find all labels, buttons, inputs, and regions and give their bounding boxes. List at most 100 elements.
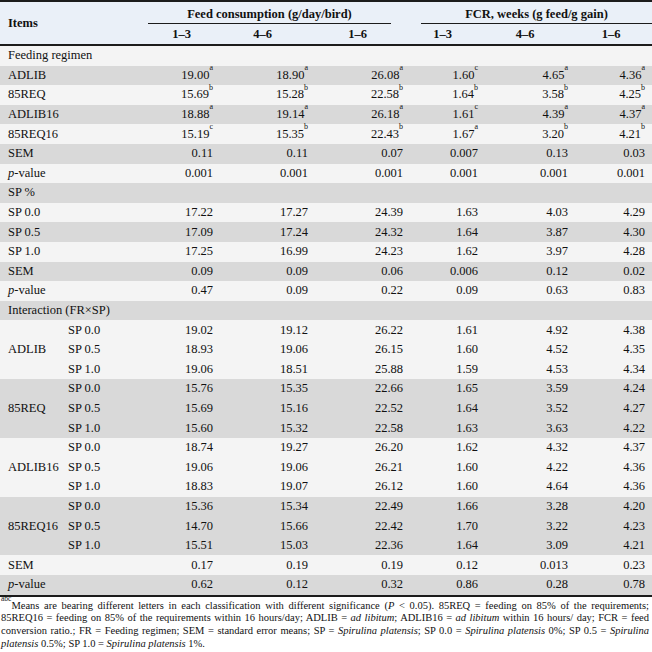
subcol-fcr-1-6: 1–6	[570, 27, 652, 42]
value-cell: 15.76	[148, 381, 215, 396]
subcol-fc-4-6: 4–6	[215, 27, 310, 42]
value-cell: 24.23	[310, 244, 405, 259]
table-row: 85REQSP 0.515.6915.1622.521.643.524.27	[0, 399, 652, 419]
value-cell: 18.93	[148, 342, 215, 357]
value-cell: 0.83	[570, 283, 652, 298]
table-row: SP 1.015.5115.0322.361.643.094.21	[0, 536, 652, 556]
value-cell: 15.32	[215, 421, 310, 436]
value-cell: 4.92	[480, 323, 570, 338]
value-cell: 1.64	[405, 538, 480, 553]
value-cell: 4.36	[570, 460, 652, 475]
significance-letter: a	[564, 63, 568, 72]
value-cell: 4.24	[570, 381, 652, 396]
value-cell: 15.51	[148, 538, 215, 553]
table-footnote: abcMeans are bearing different letters i…	[0, 597, 652, 651]
table-header: Items Feed consumption (g/day/bird) FCR,…	[0, 0, 652, 46]
value-cell: 1.64	[405, 225, 480, 240]
value-cell: 19.27	[215, 440, 310, 455]
value-cell: 22.58b	[310, 87, 405, 102]
value-cell: 19.07	[215, 479, 310, 494]
row-label: SP 0.0	[0, 499, 148, 514]
significance-letter: a	[209, 102, 213, 111]
value-cell: 1.67a	[405, 127, 480, 142]
value-cell: 15.19c	[148, 127, 215, 142]
value-cell: 4.29	[570, 205, 652, 220]
footnote-italic-term: ad libitum	[351, 612, 395, 623]
value-cell: 0.001	[480, 166, 570, 181]
factor-group-label: 85REQ	[8, 401, 68, 416]
significance-letter: b	[641, 122, 645, 131]
significance-letter: b	[399, 122, 403, 131]
value-cell: 3.97	[480, 244, 570, 259]
column-group-feed-consumption: Feed consumption (g/day/bird)	[148, 2, 391, 24]
value-cell: 1.61	[405, 323, 480, 338]
value-cell: 15.36	[148, 499, 215, 514]
subcol-fc-1-6: 1–6	[310, 27, 405, 42]
value-cell: 15.69	[148, 401, 215, 416]
value-cell: 0.12	[480, 264, 570, 279]
value-cell: 0.09	[215, 264, 310, 279]
table-row: ADLIB1618.88a19.14a26.18a1.61c4.39a4.37a	[0, 105, 652, 125]
value-cell: 22.36	[310, 538, 405, 553]
value-cell: 22.43b	[310, 127, 405, 142]
value-cell: 3.22	[480, 519, 570, 534]
significance-letter: b	[399, 83, 403, 92]
value-cell: 19.00a	[148, 68, 215, 83]
value-cell: 17.24	[215, 225, 310, 240]
value-cell: 4.64	[480, 479, 570, 494]
factor-group-label: ADLIB16	[8, 460, 68, 475]
significance-letter: a	[209, 63, 213, 72]
row-label: SEM	[0, 558, 148, 573]
value-cell: 0.86	[405, 577, 480, 592]
value-cell: 22.58	[310, 421, 405, 436]
value-cell: 15.66	[215, 519, 310, 534]
value-cell: 15.16	[215, 401, 310, 416]
value-cell: 19.06	[148, 362, 215, 377]
value-cell: 22.52	[310, 401, 405, 416]
value-cell: 0.09	[215, 283, 310, 298]
factor-group-label: 85REQ16	[8, 519, 68, 534]
value-cell: 3.09	[480, 538, 570, 553]
value-cell: 0.001	[405, 166, 480, 181]
value-cell: 22.66	[310, 381, 405, 396]
value-cell: 0.32	[310, 577, 405, 592]
value-cell: 15.34	[215, 499, 310, 514]
value-cell: 1.64	[405, 401, 480, 416]
value-cell: 26.15	[310, 342, 405, 357]
row-label: SP 0.0	[0, 381, 148, 396]
significance-letter: b	[474, 83, 478, 92]
value-cell: 15.03	[215, 538, 310, 553]
section-header: Interaction (FR×SP)	[0, 303, 652, 318]
row-label: SP 0.0	[0, 205, 148, 220]
value-cell: 0.19	[215, 558, 310, 573]
table-row: 85REQ1615.19c15.35b22.43b1.67a3.20b4.21b	[0, 124, 652, 144]
value-cell: 26.08a	[310, 68, 405, 83]
value-cell: 1.62	[405, 440, 480, 455]
table-row: SP %	[0, 183, 652, 203]
value-cell: 0.03	[570, 146, 652, 161]
value-cell: 0.06	[310, 264, 405, 279]
significance-letter: b	[304, 122, 308, 131]
value-cell: 15.60	[148, 421, 215, 436]
table-row: SP 0.015.7615.3522.661.653.594.24	[0, 379, 652, 399]
value-cell: 1.60c	[405, 68, 480, 83]
significance-letter: b	[209, 83, 213, 92]
value-cell: 24.39	[310, 205, 405, 220]
value-cell: 17.27	[215, 205, 310, 220]
value-cell: 3.52	[480, 401, 570, 416]
table-row: SP 1.019.0618.5125.881.594.534.34	[0, 360, 652, 380]
table-row: SP 0.517.0917.2424.321.643.874.30	[0, 222, 652, 242]
value-cell: 0.19	[310, 558, 405, 573]
table-row: SP 0.018.7419.2726.201.624.324.37	[0, 438, 652, 458]
row-label: 85REQSP 0.5	[0, 401, 148, 416]
row-label: SEM	[0, 264, 148, 279]
value-cell: 0.63	[480, 283, 570, 298]
table-row: SP 0.015.3615.3422.491.663.284.20	[0, 497, 652, 517]
table-row: Interaction (FR×SP)	[0, 301, 652, 321]
table-row: p-value0.0010.0010.0010.0010.0010.001	[0, 164, 652, 184]
row-label: 85REQ16	[0, 127, 148, 142]
value-cell: 3.87	[480, 225, 570, 240]
value-cell: 1.60	[405, 460, 480, 475]
value-cell: 4.27	[570, 401, 652, 416]
row-label: SP 1.0	[0, 479, 148, 494]
